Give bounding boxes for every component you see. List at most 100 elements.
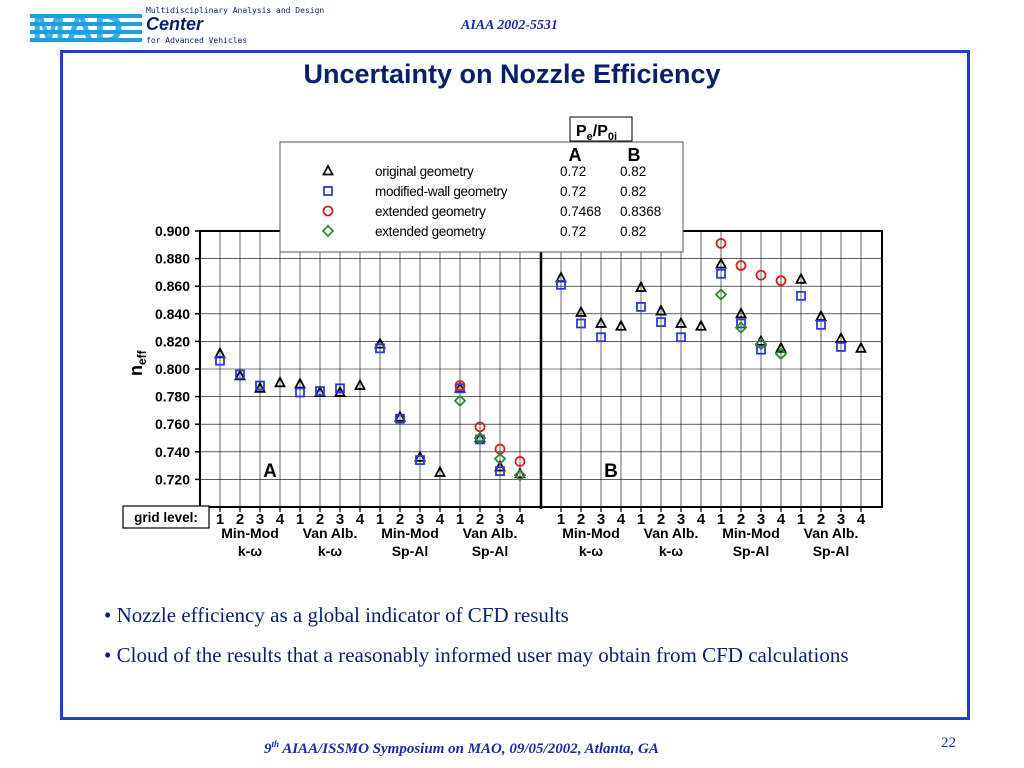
- x-tick-label: 4: [617, 511, 626, 528]
- pe-label-sub-e: e: [587, 131, 593, 143]
- page-number: 22: [941, 735, 956, 751]
- data-point-series-1: [715, 257, 727, 269]
- group-label-line1: Min-Mod: [381, 525, 439, 541]
- nozzle-efficiency-chart: 0.900 0.880 0.860 0.840 0.820 0.800 0.780 0.760…: [122, 116, 883, 559]
- data-point-series-1: [655, 304, 667, 316]
- group-label-line1: Min-Mod: [722, 525, 780, 541]
- legend-value-b-2: 0.82: [620, 184, 646, 199]
- x-tick-label: 3: [496, 511, 504, 528]
- y-tick-label: 0.900: [155, 223, 190, 239]
- logo-line-3: for Advanced Vehicles: [146, 36, 248, 45]
- data-point-series-4: [453, 394, 467, 408]
- grid-level-box: [122, 505, 210, 529]
- legend-marker-3: [322, 205, 334, 217]
- panel-label-b: B: [604, 461, 618, 482]
- data-point-series-2: [656, 317, 666, 327]
- group-label-line2: Sp-Al: [472, 543, 509, 559]
- data-point-series-1: [434, 465, 446, 477]
- x-tick-label: 1: [797, 511, 805, 528]
- legend-col-a: A: [569, 145, 582, 165]
- slide-frame: [60, 50, 970, 720]
- data-point-series-2: [756, 344, 766, 355]
- data-point-series-2: [495, 466, 505, 477]
- group-label-line1: Van Alb.: [463, 525, 518, 541]
- x-tick-label: 4: [436, 511, 445, 528]
- x-tick-label: 1: [376, 511, 384, 528]
- data-point-series-2: [636, 301, 646, 312]
- data-point-series-2: [716, 268, 726, 279]
- data-point-series-1: [675, 316, 687, 328]
- bullet-item-2: • Cloud of the results that a reasonably…: [104, 643, 849, 667]
- x-tick-label: 2: [577, 511, 585, 528]
- legend-value-a-4: 0.72: [560, 224, 586, 239]
- data-point-series-2: [556, 279, 566, 290]
- y-tick-label: 0.760: [155, 416, 190, 432]
- x-tick-label: 1: [557, 511, 565, 528]
- group-label-line2: Sp-Al: [733, 543, 770, 559]
- x-tick-label: 3: [757, 511, 765, 528]
- footer-superscript: th: [271, 739, 280, 749]
- data-point-series-1: [795, 272, 807, 284]
- x-tick-label: 3: [336, 511, 344, 528]
- data-point-series-2: [576, 318, 586, 329]
- legend-marker-2: [323, 186, 333, 196]
- data-point-series-2: [375, 343, 385, 354]
- x-tick-label: 3: [416, 511, 424, 528]
- data-point-series-2: [315, 386, 325, 396]
- group-label-line1: Van Alb.: [303, 525, 358, 541]
- data-point-series-1: [254, 381, 266, 393]
- data-point-series-1: [735, 306, 747, 319]
- mad-center-logo: MAD Multidisciplinary Analysis and Desig…: [30, 6, 324, 51]
- legend-col-b: B: [628, 145, 641, 165]
- data-point-series-4: [714, 288, 728, 301]
- x-tick-label: 3: [837, 511, 845, 528]
- group-label-line1: Van Alb.: [644, 525, 699, 541]
- data-point-series-1: [635, 280, 647, 292]
- x-tick-label: 4: [276, 511, 285, 528]
- data-point-series-1: [354, 378, 366, 390]
- x-tick-label: 1: [296, 511, 304, 528]
- group-label-line1: Van Alb.: [804, 525, 859, 541]
- data-point-series-2: [215, 355, 225, 366]
- data-point-series-1: [775, 341, 787, 353]
- mad-logo-mark: MAD: [30, 7, 142, 51]
- grid-level-label: grid level:: [134, 510, 198, 525]
- data-point-series-2: [816, 319, 826, 330]
- data-point-series-2: [235, 369, 245, 380]
- legend-marker-4: [321, 224, 335, 238]
- x-tick-label: 2: [737, 511, 745, 528]
- data-point-series-3: [474, 421, 486, 433]
- footer-symposium: 9th AIAA/ISSMO Symposium on MAO, 09/05/2…: [264, 739, 659, 758]
- paper-reference: AIAA 2002-5531: [461, 18, 558, 33]
- x-tick-label: 2: [657, 511, 665, 528]
- x-tick-label: 2: [396, 511, 404, 528]
- data-point-series-4: [493, 452, 507, 465]
- data-point-series-1: [615, 319, 627, 331]
- legend-value-b-3: 0.8368: [620, 204, 661, 219]
- pe-label-sub-0i: 0i: [608, 131, 617, 143]
- y-axis-label-sub: eff: [135, 349, 149, 365]
- bullet-item-1: • Nozzle efficiency as a global indicato…: [104, 603, 569, 627]
- x-tick-label: 2: [316, 511, 324, 528]
- group-label-line2: Sp-Al: [813, 543, 850, 559]
- group-label-line2: Sp-Al: [392, 543, 429, 559]
- legend-label-3: extended geometry: [375, 204, 486, 219]
- y-tick-label: 0.820: [155, 333, 190, 349]
- x-tick-label: 2: [476, 511, 484, 528]
- data-point-series-3: [775, 275, 787, 287]
- pe-label-mid: /P: [593, 123, 608, 140]
- group-label-line2: k-ω: [579, 543, 603, 559]
- legend-value-a-2: 0.72: [560, 184, 586, 199]
- data-point-series-1: [575, 305, 587, 317]
- logo-line-1: Multidisciplinary Analysis and Design: [146, 6, 325, 15]
- legend-value-b-1: 0.82: [620, 164, 646, 179]
- group-label-line1: Min-Mod: [562, 525, 620, 541]
- footer-text: AIAA/ISSMO Symposium on MAO, 09/05/2002,…: [282, 741, 659, 757]
- x-tick-label: 3: [597, 511, 605, 528]
- data-point-series-2: [335, 383, 345, 394]
- bullet-list: • Nozzle efficiency as a global indicato…: [104, 600, 924, 680]
- legend-value-a-3: 0.7468: [560, 204, 601, 219]
- group-label-line2: k-ω: [659, 543, 683, 559]
- data-point-series-2: [796, 290, 806, 301]
- legend-value-b-4: 0.82: [620, 224, 646, 239]
